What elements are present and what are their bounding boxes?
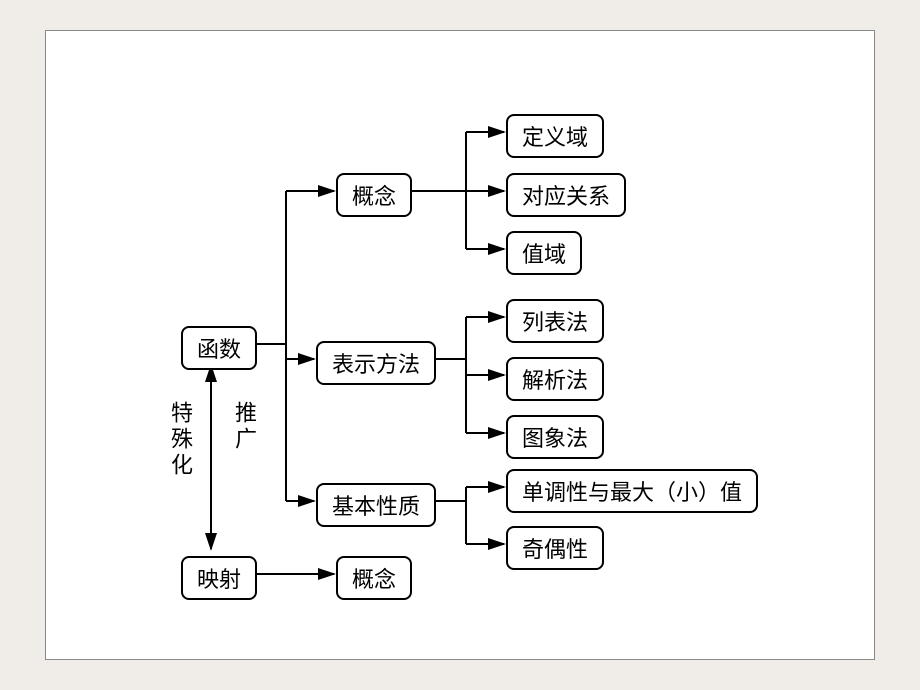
edges-layer: [46, 31, 876, 661]
node-zhiyu: 值域: [506, 231, 582, 275]
node-liebiao: 列表法: [506, 299, 604, 343]
node-gainian: 概念: [336, 173, 412, 217]
vlabel-teshuhua: 特殊化: [164, 401, 196, 479]
node-yingshe: 映射: [181, 556, 257, 600]
node-dandiao: 单调性与最大（小）值: [506, 469, 758, 513]
node-yingshe_gainian: 概念: [336, 556, 412, 600]
node-jiexi: 解析法: [506, 357, 604, 401]
node-hanshu: 函数: [181, 326, 257, 370]
node-duiying: 对应关系: [506, 173, 626, 217]
vlabel-tuiguang: 推广: [228, 401, 260, 453]
node-qiou: 奇偶性: [506, 526, 604, 570]
diagram-canvas: 函数映射概念表示方法基本性质概念定义域对应关系值域列表法解析法图象法单调性与最大…: [45, 30, 875, 660]
node-biaoshi: 表示方法: [316, 341, 436, 385]
node-dingyiyu: 定义域: [506, 114, 604, 158]
node-jiben: 基本性质: [316, 483, 436, 527]
node-tuxiang: 图象法: [506, 415, 604, 459]
